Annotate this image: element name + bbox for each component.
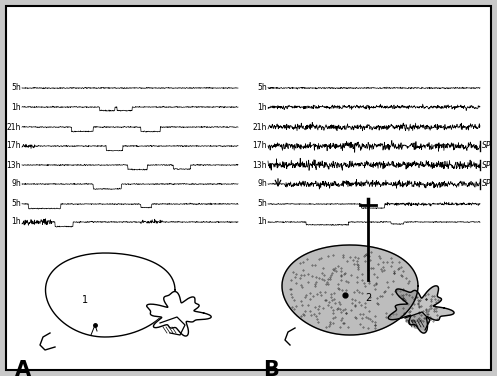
Text: 21h: 21h	[252, 123, 267, 132]
Polygon shape	[405, 312, 430, 330]
Text: 1h: 1h	[11, 103, 21, 112]
Text: B: B	[263, 360, 279, 376]
Text: 5h: 5h	[11, 83, 21, 92]
Text: 9h: 9h	[257, 179, 267, 188]
Text: 13h: 13h	[252, 161, 267, 170]
Text: 5h: 5h	[11, 200, 21, 209]
Polygon shape	[388, 286, 454, 333]
Text: 17h: 17h	[6, 141, 21, 150]
Text: 17h: 17h	[252, 141, 267, 150]
Text: 9h: 9h	[11, 179, 21, 188]
Text: SP: SP	[482, 141, 492, 150]
Text: 2: 2	[365, 293, 371, 303]
Text: 1h: 1h	[11, 217, 21, 226]
Text: SP: SP	[482, 179, 492, 188]
Text: 1: 1	[82, 295, 88, 305]
Text: 21h: 21h	[6, 123, 21, 132]
Text: 1h: 1h	[257, 217, 267, 226]
Text: 5h: 5h	[257, 200, 267, 209]
Text: A: A	[15, 360, 31, 376]
Polygon shape	[147, 291, 211, 336]
Text: SP: SP	[482, 161, 492, 170]
Text: 1h: 1h	[257, 103, 267, 112]
Text: 13h: 13h	[6, 161, 21, 170]
Polygon shape	[46, 253, 175, 337]
Polygon shape	[282, 245, 418, 335]
Text: 5h: 5h	[257, 83, 267, 92]
